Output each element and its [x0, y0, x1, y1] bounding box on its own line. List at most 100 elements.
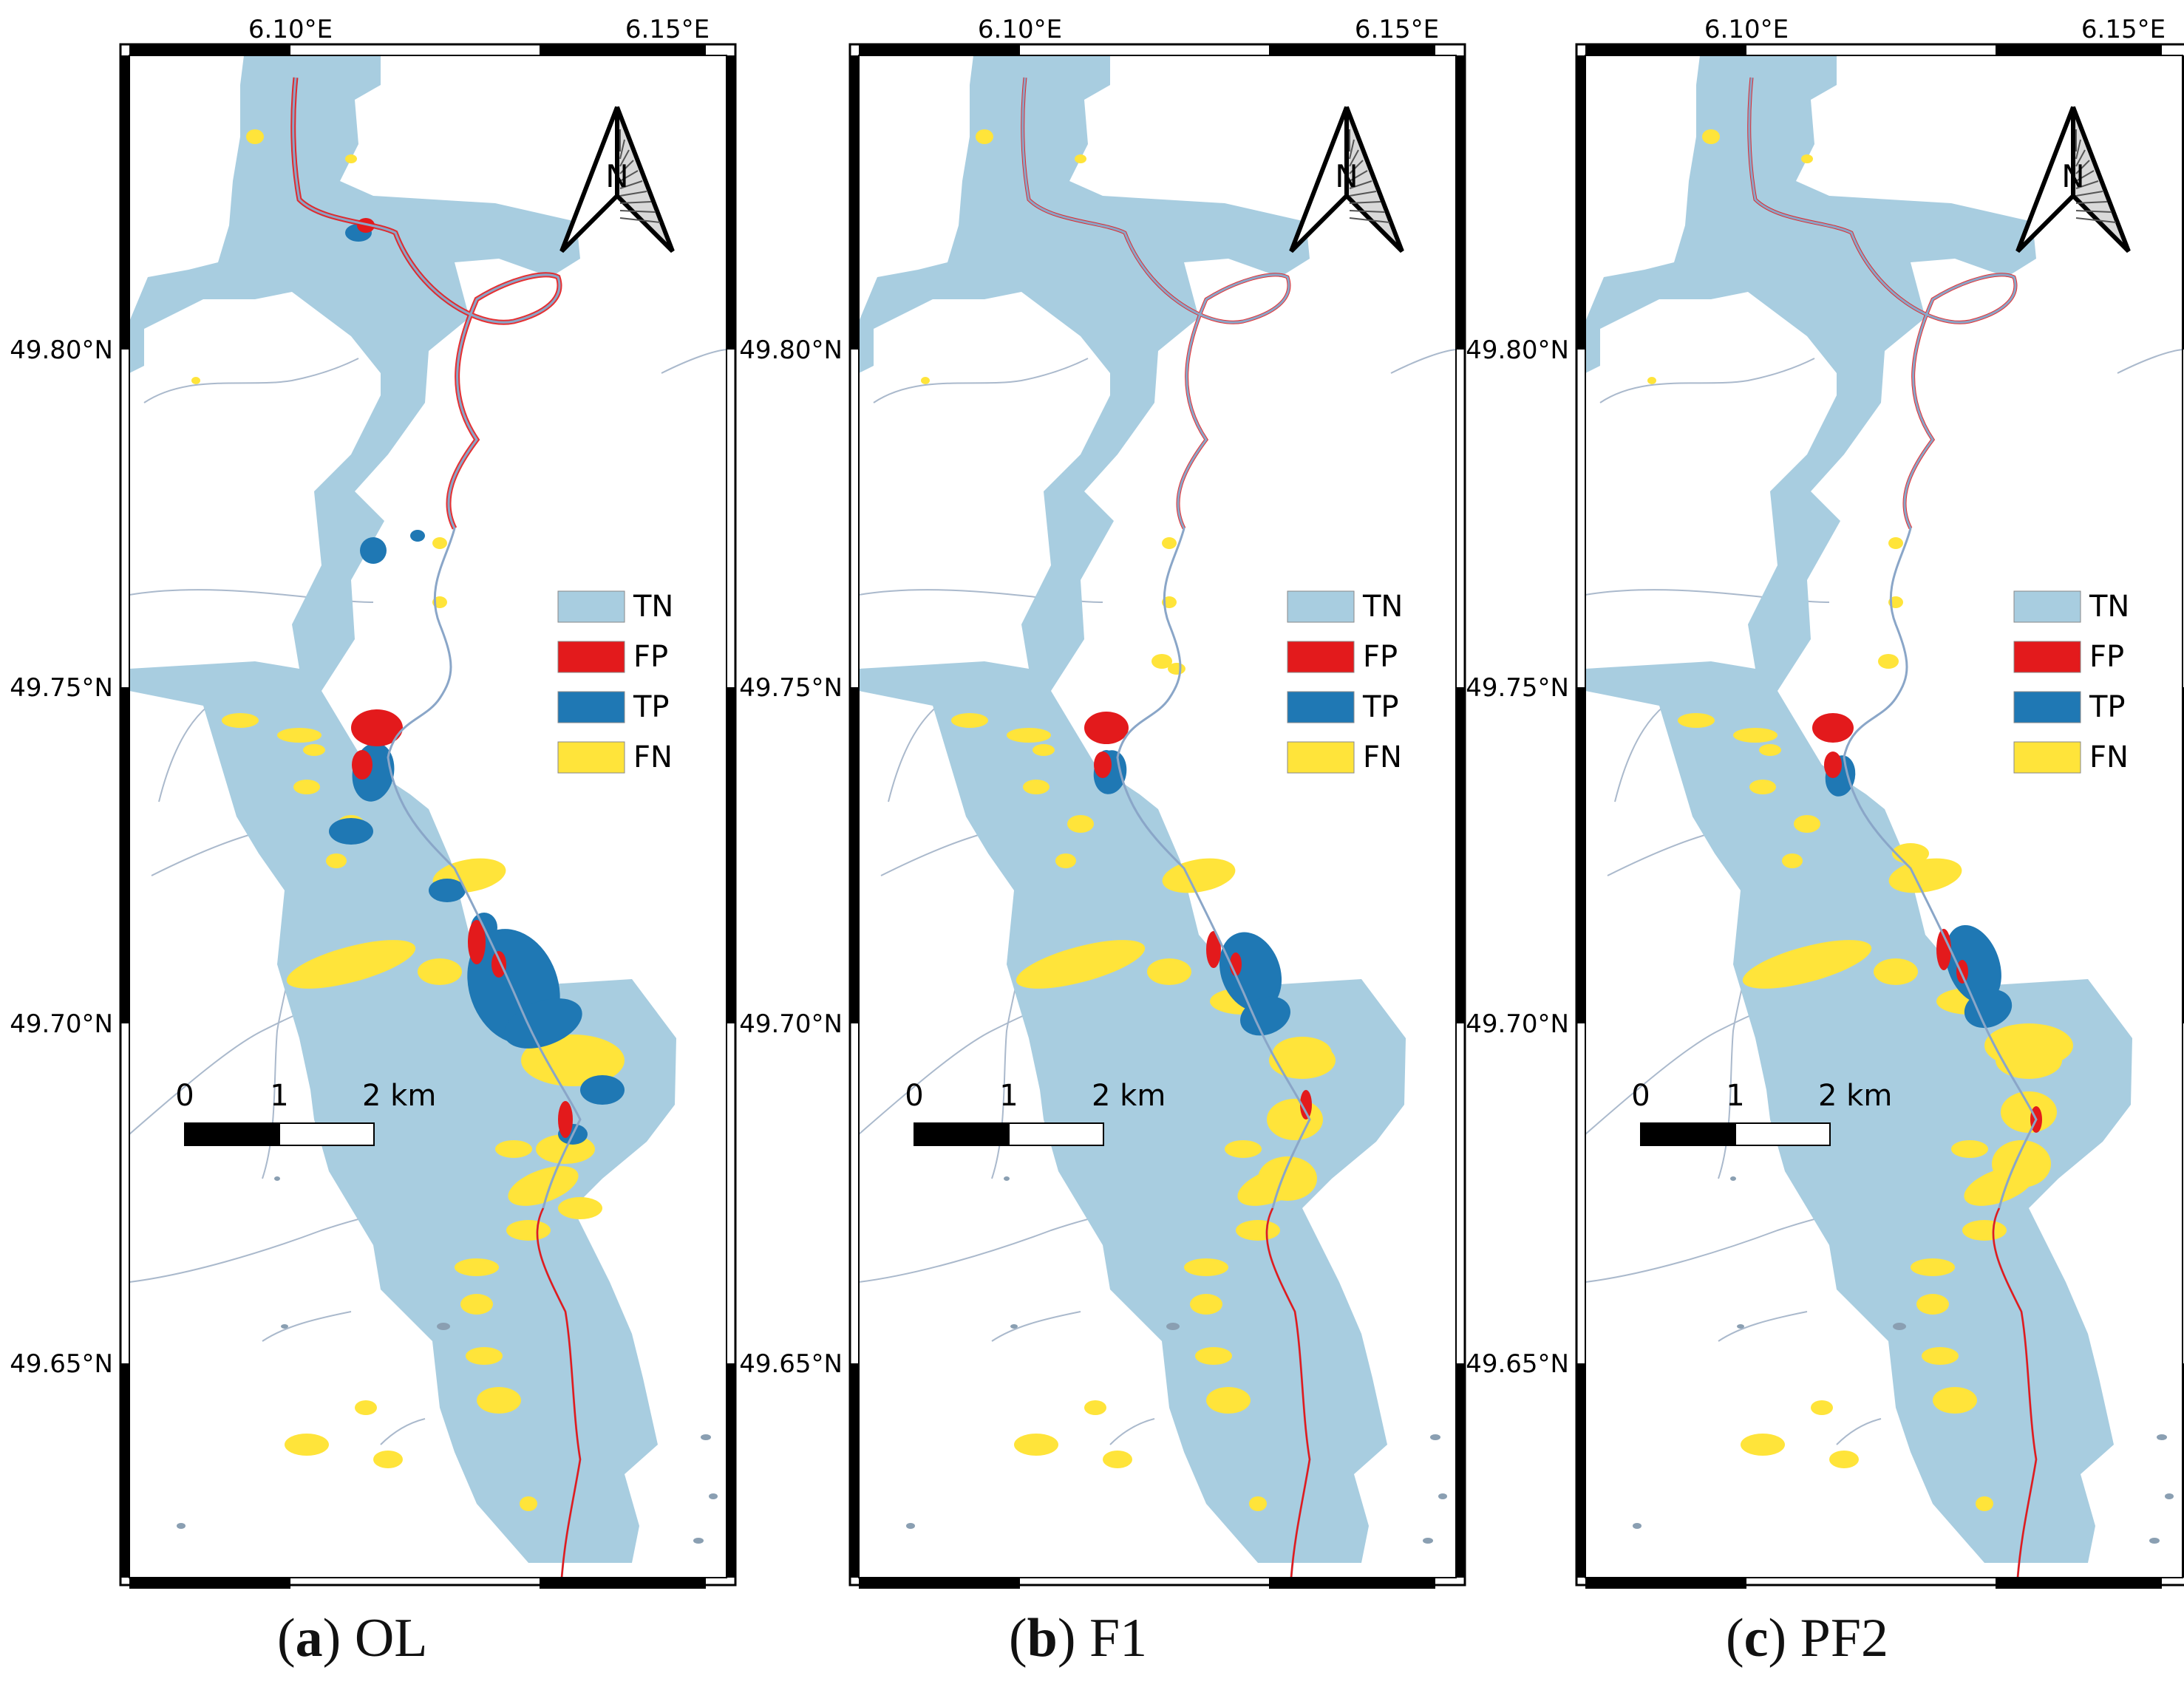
legend-swatch — [2013, 590, 2081, 623]
tp-patch — [429, 879, 466, 902]
fn-patch — [246, 129, 264, 144]
caption-c: (c) PF2 — [1726, 1608, 1888, 1669]
fn-patch — [2001, 1091, 2057, 1133]
fn-patch — [1647, 377, 1656, 384]
stream-line — [1390, 349, 1456, 374]
map-area — [129, 55, 727, 1578]
fp-channel-lower — [1265, 1207, 1311, 1578]
stream-line — [661, 349, 727, 374]
fn-patch — [1992, 1140, 2051, 1187]
frame-segment-left — [850, 55, 859, 350]
fn-patch — [520, 1496, 537, 1511]
fn-patch — [1273, 1037, 1332, 1069]
stream-line — [1109, 1418, 1155, 1445]
caption-a: (a) OL — [277, 1608, 428, 1669]
map-area — [1585, 55, 2183, 1578]
lake — [701, 1434, 711, 1440]
fn-patch — [1055, 853, 1076, 868]
lake — [906, 1523, 915, 1529]
fn-patch — [373, 1451, 403, 1468]
fn-patch — [1922, 1347, 1959, 1365]
fp-patch — [491, 951, 506, 978]
frame-segment-right — [1456, 687, 1465, 1023]
tp-patch — [504, 998, 582, 1049]
lake — [2149, 1538, 2160, 1544]
fn-patch — [1151, 654, 1172, 669]
tp-patch — [1240, 996, 1290, 1036]
frame-segment-right — [2183, 1363, 2184, 1578]
fn-patch — [1267, 1099, 1323, 1140]
legend-swatch — [1287, 741, 1355, 774]
frame-segment-left — [1576, 687, 1585, 1023]
fp-patch — [1824, 752, 1842, 778]
fn-patch — [1976, 1496, 1993, 1511]
scale-bar-black — [184, 1122, 280, 1146]
fn-patch — [506, 1220, 551, 1241]
lake — [177, 1523, 186, 1529]
scale-bar-label: 2 km — [362, 1079, 436, 1113]
frame-segment-top — [540, 44, 706, 55]
fn-patch — [1190, 1294, 1222, 1315]
lake — [1430, 1434, 1440, 1440]
lat-label: 49.80°N — [1466, 335, 1569, 365]
fn-patch — [1016, 940, 1146, 989]
fn-patch — [432, 537, 447, 549]
fn-patch — [191, 377, 200, 384]
legend-label: FP — [1363, 640, 1398, 674]
frame-segment-right — [1456, 55, 1465, 350]
fn-patch — [951, 713, 988, 728]
frame-segment-left — [1576, 1363, 1585, 1578]
fn-patch — [1888, 537, 1903, 549]
fn-patch — [466, 1347, 503, 1365]
lat-label: 49.65°N — [10, 1349, 113, 1379]
scale-bar-black — [914, 1122, 1010, 1146]
legend-label: TN — [633, 590, 673, 624]
fn-patch — [460, 1294, 493, 1315]
scale-bar-label: 1 — [999, 1079, 1018, 1113]
fn-patch — [277, 728, 322, 743]
scale-bar-label: 1 — [1726, 1079, 1744, 1113]
fn-patch — [1249, 1496, 1267, 1511]
fn-patch — [1759, 744, 1781, 756]
fn-patch — [1103, 1451, 1132, 1468]
fn-patch — [1984, 1023, 2073, 1068]
frame-segment-left — [850, 1363, 859, 1578]
fn-patch — [1933, 1387, 1977, 1414]
fn-patch — [1829, 1451, 1859, 1468]
lake — [1633, 1523, 1642, 1529]
fn-patch — [355, 1400, 377, 1415]
map-area — [859, 55, 1456, 1578]
lon-label: 6.15°E — [2081, 15, 2166, 44]
frame-segment-top — [1996, 44, 2162, 55]
north-letter: N — [1335, 158, 1358, 194]
stream-line — [2117, 349, 2183, 374]
lat-label: 49.70°N — [739, 1009, 843, 1039]
frame-segment-bottom — [1996, 1578, 2162, 1589]
legend: TN FP TP FN — [557, 590, 673, 774]
legend-label: TP — [2089, 690, 2126, 724]
fn-patch — [1962, 1220, 2007, 1241]
legend-label: FN — [2089, 740, 2129, 774]
fn-patch — [1023, 780, 1050, 794]
fn-patch — [1794, 815, 1820, 833]
fp-channel-lower — [1992, 1207, 2038, 1578]
lat-label: 49.75°N — [1466, 673, 1569, 703]
fn-patch — [1888, 858, 1962, 893]
fp-channel-lower — [536, 1207, 582, 1578]
fn-patch — [1801, 154, 1813, 163]
fn-patch — [345, 154, 357, 163]
fn-patch — [1742, 940, 1872, 989]
frame-segment-right — [1456, 1363, 1465, 1578]
frame-segment-bottom — [129, 1578, 290, 1589]
lake — [1438, 1493, 1447, 1499]
fn-patch — [1874, 958, 1918, 985]
fn-patch — [1258, 1156, 1317, 1201]
fn-patch — [1225, 1140, 1262, 1158]
tp-patch — [1964, 989, 2013, 1029]
fn-patch — [521, 1035, 625, 1086]
frame-segment-top — [1585, 44, 1746, 55]
legend-label: FN — [1363, 740, 1402, 774]
fn-patch — [1195, 1347, 1232, 1365]
frame-segment-right — [2183, 687, 2184, 1023]
frame-segment-left — [850, 687, 859, 1023]
